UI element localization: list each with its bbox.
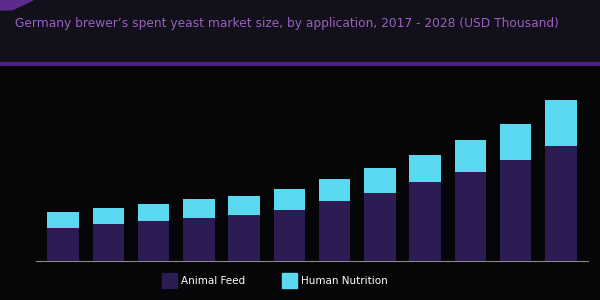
Bar <box>92 224 124 261</box>
Bar <box>319 179 350 201</box>
Bar <box>545 146 577 261</box>
Bar <box>409 154 441 182</box>
Bar <box>47 228 79 261</box>
Bar <box>183 218 215 261</box>
Text: Animal Feed: Animal Feed <box>181 275 245 286</box>
Bar <box>274 189 305 210</box>
Bar <box>319 201 350 261</box>
Bar <box>500 124 532 160</box>
Text: Human Nutrition: Human Nutrition <box>301 275 388 286</box>
Bar <box>183 199 215 218</box>
Bar <box>228 215 260 261</box>
Bar <box>274 210 305 261</box>
Bar <box>228 196 260 215</box>
Bar <box>138 203 169 221</box>
Text: Germany brewer’s spent yeast market size, by application, 2017 - 2028 (USD Thous: Germany brewer’s spent yeast market size… <box>15 16 559 30</box>
Bar <box>138 221 169 261</box>
Bar <box>162 273 177 288</box>
Polygon shape <box>0 0 33 10</box>
Bar <box>47 212 79 228</box>
Bar <box>92 208 124 224</box>
Bar <box>0 62 600 66</box>
Bar <box>364 193 396 261</box>
Bar <box>409 182 441 261</box>
Bar <box>455 172 486 261</box>
Bar <box>364 168 396 193</box>
Bar <box>500 160 532 261</box>
Bar <box>282 273 297 288</box>
Bar <box>545 100 577 146</box>
Bar <box>455 140 486 172</box>
